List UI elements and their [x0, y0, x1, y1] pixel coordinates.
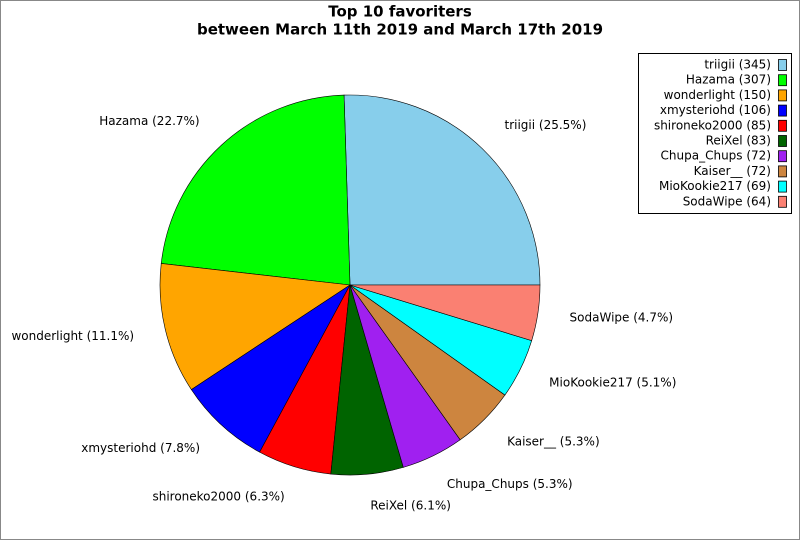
legend-label: Kaiser__ (72) [694, 164, 771, 178]
legend-label: xmysteriohd (106) [660, 103, 771, 117]
legend-label: ReiXel (83) [706, 134, 771, 148]
slice-label: shironeko2000 (6.3%) [152, 490, 284, 504]
legend-box [638, 53, 792, 214]
pie-slice [343, 94, 541, 286]
legend-swatch [778, 180, 787, 193]
slice-label: triigii (25.5%) [504, 118, 586, 132]
chart-subtitle: between March 11th 2019 and March 17th 2… [197, 21, 603, 39]
legend-label: Hazama (307) [686, 73, 771, 87]
legend-label: SodaWipe (64) [683, 194, 771, 208]
legend-swatch [778, 89, 787, 102]
slice-label: ReiXel (6.1%) [370, 499, 451, 513]
legend-swatch [778, 74, 787, 87]
legend-swatch [778, 119, 787, 132]
legend-swatch [778, 59, 787, 71]
legend-label: MioKookie217 (69) [659, 179, 771, 193]
pie-slice [159, 263, 351, 390]
slice-label: SodaWipe (4.7%) [570, 310, 674, 324]
chart-title: Top 10 favoriters [328, 3, 472, 21]
legend-swatch [778, 195, 787, 208]
slice-label: Kaiser__ (5.3%) [507, 434, 600, 448]
pie-slice [349, 284, 541, 342]
legend-swatch [778, 135, 787, 147]
legend-swatch [778, 104, 787, 117]
slice-label: Chupa_Chups (5.3%) [447, 477, 573, 491]
legend-swatch [778, 150, 787, 163]
slice-label: xmysteriohd (7.8%) [81, 441, 200, 455]
pie-slice [190, 284, 351, 453]
legend-label: Chupa_Chups (72) [661, 149, 771, 163]
legend-label: shironeko2000 (85) [654, 118, 771, 132]
pie-slice [160, 94, 351, 286]
slice-label: Hazama (22.7%) [99, 114, 199, 128]
slice-label: wonderlight (11.1%) [11, 329, 134, 343]
legend-label: wonderlight (150) [664, 88, 771, 102]
slice-label: MioKookie217 (5.1%) [549, 376, 676, 390]
legend-swatch [778, 165, 787, 178]
legend-label: triigii (345) [704, 58, 771, 72]
